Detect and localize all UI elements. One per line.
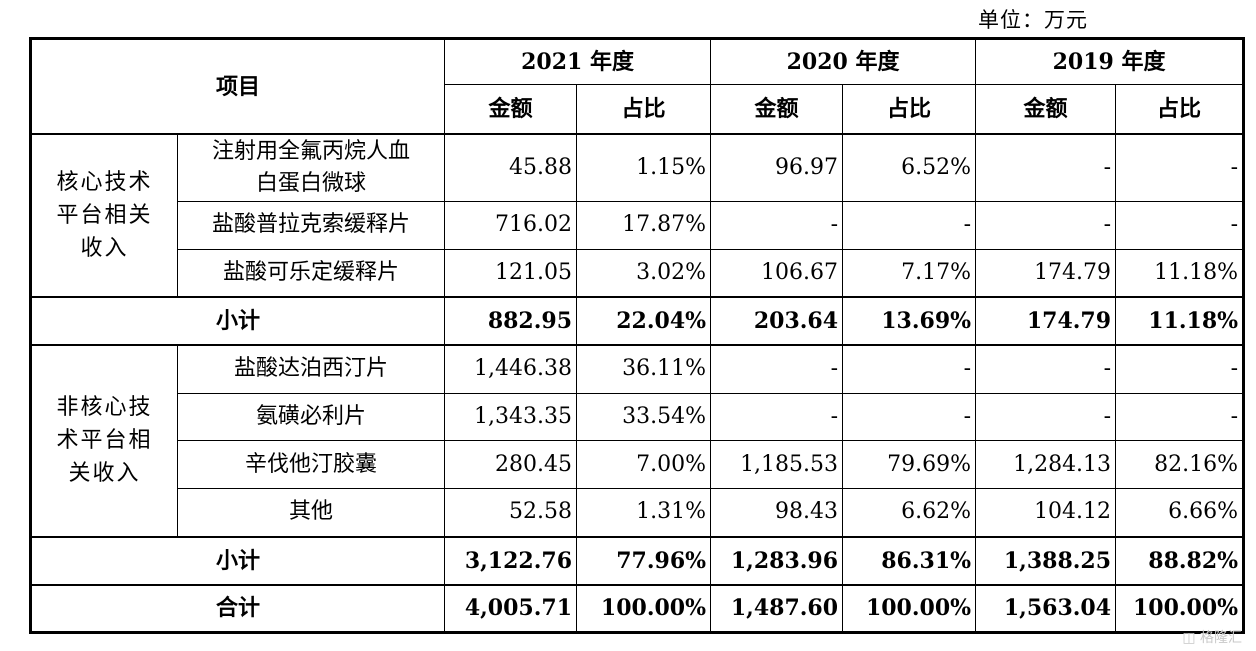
table-row: 盐酸可乐定缓释片 121.05 3.02% 106.67 7.17% 174.79 11.1… bbox=[31, 248, 1245, 298]
product-name: 其他 bbox=[176, 488, 446, 538]
amount-2019: 1,563.04 bbox=[975, 584, 1117, 633]
ratio-2020: 6.62% bbox=[842, 488, 977, 538]
amount-2019: 174.79 bbox=[975, 296, 1117, 346]
ratio-2019: - bbox=[1115, 201, 1245, 250]
amount-2020: 1,283.96 bbox=[710, 536, 844, 585]
ratio-2019: 11.18% bbox=[1115, 248, 1245, 298]
amount-2019: - bbox=[975, 392, 1117, 442]
ratio-2021: 22.04% bbox=[576, 296, 712, 346]
total-label: 合计 bbox=[29, 584, 446, 633]
ratio-2020: 100.00% bbox=[842, 584, 977, 633]
group-label: 非核心技 术平台相 关收入 bbox=[30, 344, 178, 538]
ratio-2021: 7.00% bbox=[576, 440, 712, 490]
amount-2020: - bbox=[710, 392, 844, 442]
table-row: 盐酸普拉克索缓释片 716.02 17.87% - - - - bbox=[31, 201, 1245, 250]
amount-2019: 1,388.25 bbox=[975, 536, 1117, 585]
table-row: 核心技术 平台相关 收入 注射用全氟丙烷人血 白蛋白微球 45.88 1.15% 96.97 6… bbox=[30, 133, 1245, 298]
watermark-logo: ◫ 格隆汇 bbox=[1182, 630, 1242, 646]
amount-2021: 882.95 bbox=[444, 296, 578, 346]
ratio-2019: - bbox=[1115, 392, 1245, 442]
amount-2020: 106.67 bbox=[710, 248, 844, 298]
amount-2021: 121.05 bbox=[444, 248, 578, 298]
amount-2021: 45.88 bbox=[444, 133, 578, 203]
header-year-2019: 2019 年度 bbox=[975, 38, 1245, 85]
ratio-2021: 3.02% bbox=[576, 248, 712, 298]
ratio-2019: 88.82% bbox=[1115, 536, 1245, 585]
amount-2021: 1,446.38 bbox=[444, 344, 578, 394]
revenue-table: 项目 2021 年度 2020 年度 2019 年度 金额 占比 金额 占比 金… bbox=[29, 37, 1246, 634]
ratio-2019: 11.18% bbox=[1115, 296, 1245, 346]
subtotal-row: 小计 3,122.76 77.96% 1,283.96 86.31% 1,388.25 88… bbox=[29, 536, 1245, 585]
amount-2020: - bbox=[710, 201, 844, 250]
ratio-2021: 77.96% bbox=[576, 536, 712, 585]
ratio-2020: 79.69% bbox=[842, 440, 977, 490]
amount-2021: 716.02 bbox=[444, 201, 578, 250]
ratio-2020: 86.31% bbox=[842, 536, 977, 585]
table-row: 氨磺必利片 1,343.35 33.54% - - - - bbox=[31, 392, 1245, 442]
table-row: 辛伐他汀胶囊 280.45 7.00% 1,185.53 79.69% 1,284.13 8… bbox=[31, 440, 1245, 490]
ratio-2020: - bbox=[842, 392, 977, 442]
header-amount: 金额 bbox=[444, 83, 578, 135]
amount-2021: 3,122.76 bbox=[444, 536, 578, 585]
group-label: 核心技术 平台相关 收入 bbox=[30, 133, 178, 298]
product-name: 盐酸可乐定缓释片 bbox=[176, 248, 446, 298]
header-year-row: 项目 2021 年度 2020 年度 2019 年度 bbox=[29, 38, 1245, 135]
ratio-2021: 36.11% bbox=[576, 344, 712, 394]
ratio-2021: 100.00% bbox=[576, 584, 712, 633]
subtotal-row: 小计 882.95 22.04% 203.64 13.69% 174.79 11.18% bbox=[29, 296, 1245, 346]
amount-2021: 1,343.35 bbox=[444, 392, 578, 442]
product-name: 盐酸达泊西汀片 bbox=[176, 344, 446, 394]
header-item: 项目 bbox=[29, 38, 446, 135]
product-name: 注射用全氟丙烷人血 白蛋白微球 bbox=[176, 133, 446, 203]
ratio-2019: 6.66% bbox=[1115, 488, 1245, 538]
ratio-2019: - bbox=[1115, 133, 1245, 203]
amount-2019: - bbox=[975, 133, 1117, 203]
header-amount: 金额 bbox=[710, 83, 844, 135]
header-year-2021: 2021 年度 bbox=[444, 38, 712, 85]
ratio-2021: 1.31% bbox=[576, 488, 712, 538]
ratio-2020: 13.69% bbox=[842, 296, 977, 346]
ratio-2019: - bbox=[1115, 344, 1245, 394]
amount-2019: 104.12 bbox=[975, 488, 1117, 538]
amount-2020: - bbox=[710, 344, 844, 394]
header-ratio: 占比 bbox=[842, 83, 977, 135]
table-body: 项目 2021 年度 2020 年度 2019 年度 金额 占比 金额 占比 金… bbox=[29, 38, 1245, 633]
ratio-2019: 100.00% bbox=[1115, 584, 1245, 633]
header-ratio: 占比 bbox=[1115, 83, 1245, 135]
header-year-2020: 2020 年度 bbox=[710, 38, 977, 85]
subtotal-label: 小计 bbox=[29, 296, 446, 346]
table-row: 非核心技 术平台相 关收入 盐酸达泊西汀片 1,446.38 36.11% - - - - bbox=[30, 344, 1245, 538]
total-row: 合计 4,005.71 100.00% 1,487.60 100.00% 1,563.04… bbox=[29, 584, 1245, 633]
product-name: 氨磺必利片 bbox=[176, 392, 446, 442]
ratio-2021: 17.87% bbox=[576, 201, 712, 250]
ratio-2020: - bbox=[842, 344, 977, 394]
amount-2020: 1,185.53 bbox=[710, 440, 844, 490]
amount-2020: 96.97 bbox=[710, 133, 844, 203]
subtotal-label: 小计 bbox=[29, 536, 446, 585]
amount-2019: 174.79 bbox=[975, 248, 1117, 298]
amount-2019: 1,284.13 bbox=[975, 440, 1117, 490]
amount-2019: - bbox=[975, 201, 1117, 250]
ratio-2021: 33.54% bbox=[576, 392, 712, 442]
ratio-2021: 1.15% bbox=[576, 133, 712, 203]
amount-2020: 98.43 bbox=[710, 488, 844, 538]
amount-2021: 4,005.71 bbox=[444, 584, 578, 633]
unit-label: 单位：万元 bbox=[978, 8, 1088, 32]
table-row: 其他 52.58 1.31% 98.43 6.62% 104.12 6.66% bbox=[31, 488, 1245, 538]
amount-2021: 52.58 bbox=[444, 488, 578, 538]
amount-2020: 1,487.60 bbox=[710, 584, 844, 633]
ratio-2020: 6.52% bbox=[842, 133, 977, 203]
ratio-2019: 82.16% bbox=[1115, 440, 1245, 490]
header-amount: 金额 bbox=[975, 83, 1117, 135]
product-name: 盐酸普拉克索缓释片 bbox=[176, 201, 446, 250]
amount-2021: 280.45 bbox=[444, 440, 578, 490]
amount-2020: 203.64 bbox=[710, 296, 844, 346]
ratio-2020: - bbox=[842, 201, 977, 250]
product-name: 辛伐他汀胶囊 bbox=[176, 440, 446, 490]
amount-2019: - bbox=[975, 344, 1117, 394]
header-ratio: 占比 bbox=[576, 83, 712, 135]
ratio-2020: 7.17% bbox=[842, 248, 977, 298]
